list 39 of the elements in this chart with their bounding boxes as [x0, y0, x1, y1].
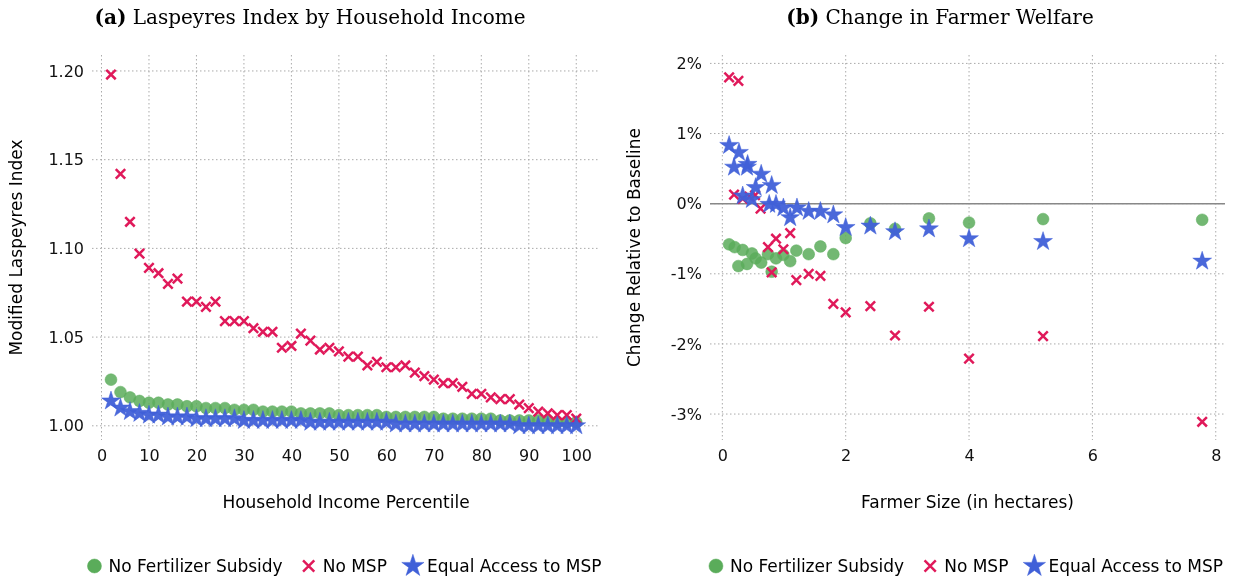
legend-label: Equal Access to MSP [426, 556, 602, 576]
y-tick-label: -1% [670, 264, 702, 284]
y-tick-label: 1% [676, 124, 702, 144]
x-tick-label: 0 [96, 446, 108, 466]
y-tick-label: 1.00 [48, 416, 84, 436]
x-tick-label: 50 [329, 446, 350, 466]
x-tick-label: 90 [519, 446, 540, 466]
y-tick-label: 1.20 [48, 61, 84, 81]
x-tick-label: 70 [424, 446, 445, 466]
chart-title: (b) Change in Farmer Welfare [786, 5, 1094, 29]
legend-label: No Fertilizer Subsidy [729, 556, 905, 576]
chart-title: (a) Laspeyres Index by Household Income [94, 5, 526, 29]
y-axis-title: Change Relative to Baseline [624, 128, 644, 367]
x-tick-label: 40 [281, 446, 303, 466]
x-tick-label: 30 [234, 446, 255, 466]
x-tick-label: 0 [717, 446, 728, 466]
legend-label: No MSP [322, 556, 387, 576]
y-axis-title: Modified Laspeyres Index [6, 139, 26, 356]
x-tick-label: 2 [841, 446, 852, 466]
x-axis-title: Farmer Size (in hectares) [861, 492, 1074, 512]
x-tick-label: 10 [139, 446, 160, 466]
y-tick-label: -2% [670, 334, 702, 354]
x-tick-label: 100 [561, 446, 593, 466]
y-tick-label: 1.15 [48, 150, 84, 170]
legend-label: Equal Access to MSP [1048, 556, 1224, 576]
legend-label: No Fertilizer Subsidy [108, 556, 283, 576]
x-tick-label: 80 [471, 446, 492, 466]
x-tick-label: 60 [376, 446, 398, 466]
x-tick-label: 6 [1087, 446, 1098, 466]
y-tick-label: 1.10 [48, 239, 84, 259]
x-tick-label: 4 [964, 446, 975, 466]
y-tick-label: -3% [670, 404, 702, 424]
y-tick-label: 2% [676, 54, 702, 74]
x-axis-title: Household Income Percentile [222, 492, 470, 512]
y-tick-label: 1.05 [48, 327, 84, 347]
x-tick-label: 8 [1211, 446, 1222, 466]
legend-label: No MSP [944, 556, 1009, 576]
x-tick-label: 20 [186, 446, 208, 466]
y-tick-label: 0% [676, 194, 702, 214]
